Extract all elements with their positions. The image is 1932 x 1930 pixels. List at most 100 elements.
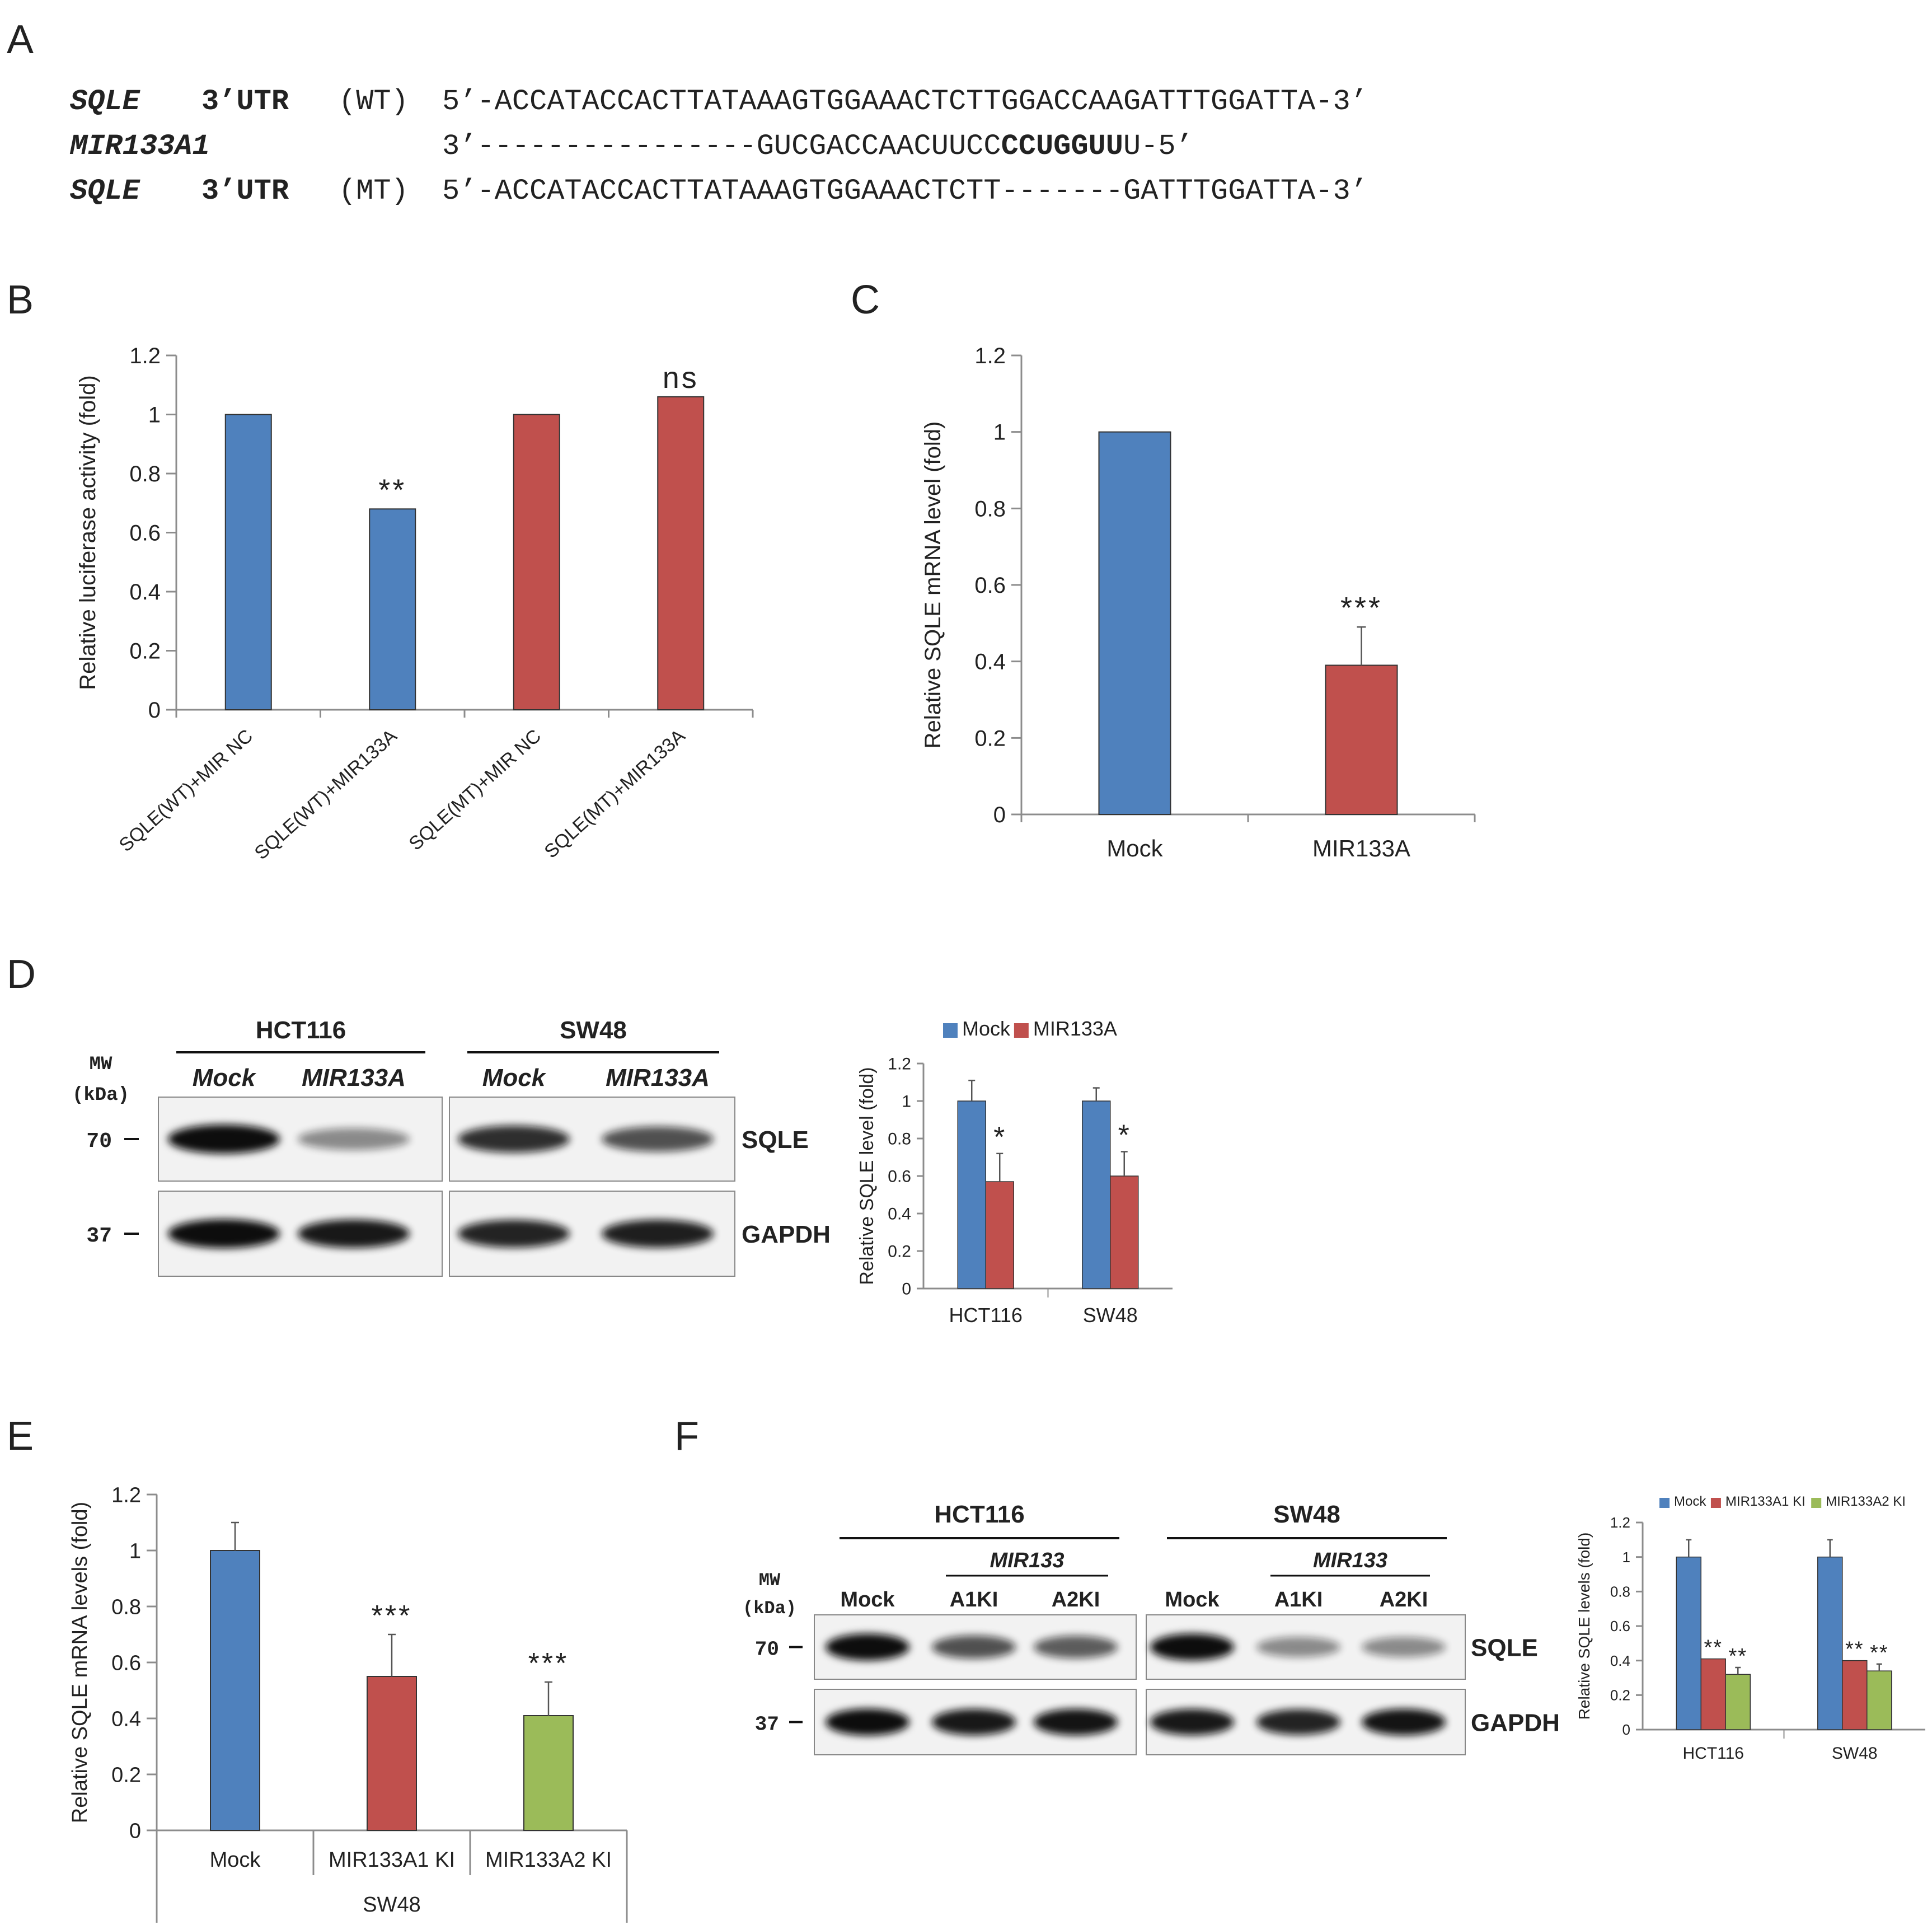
x-category-label: Mock [1106,835,1163,861]
y-tick-label: 0.2 [974,726,1006,751]
y-tick-label: 1.2 [129,344,161,368]
x-category-label: HCT116 [1683,1744,1744,1763]
y-tick-label: 0 [993,803,1006,827]
x-category-label: SQLE(WT)+MIR133A [251,725,401,864]
blot-group-label: HCT116 [934,1501,1024,1528]
x-category-label: MIR133A2 KI [485,1848,612,1872]
bar [657,396,705,710]
legend-label: Mock [1674,1494,1706,1509]
significance-label: ** [1728,1645,1747,1668]
bar [1725,1674,1751,1730]
x-category-label: SW48 [1083,1304,1138,1327]
y-tick-label: 0.8 [974,496,1006,521]
y-tick-label: 1.2 [1610,1514,1630,1531]
y-axis-label: Relative SQLE mRNA level (fold) [921,421,945,749]
blot-lane-label: MIR133A [606,1064,710,1092]
seq-tag: (WT) [339,85,409,118]
blot-band [1034,1636,1118,1659]
bar [1817,1556,1843,1730]
seq-name: MIR133A1 [69,130,210,163]
y-tick-label: 0.8 [111,1595,141,1619]
y-tick-label: 0.2 [111,1763,141,1787]
blot-lane-label: A1KI [1274,1588,1323,1612]
mw-marker: 70 [755,1638,779,1661]
significance-label: ** [378,473,406,507]
bar [1700,1658,1726,1730]
y-tick-label: 1.2 [888,1055,911,1074]
group-label: SW48 [363,1893,420,1917]
mw-header: (kDa) [743,1598,796,1619]
legend-swatch [1014,1023,1029,1038]
y-tick-label: 0.8 [888,1130,911,1149]
blot-band [602,1219,714,1248]
y-tick-label: 0 [902,1280,911,1299]
blot-band [1034,1708,1118,1736]
legend-label: Mock [962,1017,1011,1040]
western-blot-d: MW (kDa) HCT116 SW48 Mock MIR133A Mock MIR133A 7… [72,1016,831,1277]
sequence-part: 5’-ACCATACCACTTATAAAGTGGAAACTCTT-------G… [442,175,1368,208]
bar [985,1181,1014,1289]
x-category-label: Mock [210,1848,261,1872]
x-category-label: MIR133A1 KI [329,1848,455,1872]
significance-label: *** [1340,591,1382,625]
legend-swatch [1659,1498,1670,1508]
seq-region: 3’UTR [201,175,289,208]
y-tick-label: 0.4 [888,1205,911,1224]
significance-label: * [993,1121,1006,1154]
y-tick-label: 1.2 [111,1483,141,1507]
y-tick-label: 0 [1622,1721,1630,1738]
seq-tag: (MT) [339,175,409,208]
blot-band [1150,1709,1234,1735]
x-category-label: MIR133A [1312,835,1410,861]
bar [367,1676,417,1831]
bar [1676,1556,1701,1730]
blot-band [602,1126,714,1152]
panel-letter-a: A [7,17,34,62]
y-tick-label: 0.6 [129,521,161,546]
blot-group-label: HCT116 [256,1016,346,1044]
x-category-label: SQLE(MT)+MIR133A [540,725,689,862]
y-tick-label: 0 [129,1819,141,1843]
significance-label: *** [372,1600,412,1632]
panel-letter-c: C [851,278,880,322]
bar [523,1715,574,1831]
blot-band [1150,1633,1234,1661]
mw-header: (kDa) [72,1085,129,1106]
blot-band [298,1128,410,1150]
blot-lane-label: A2KI [1052,1588,1100,1612]
blot-lane-label: Mock [482,1064,547,1092]
panel-letter-e: E [7,1414,34,1459]
blot-band [168,1125,280,1154]
significance-label: * [1118,1119,1131,1151]
blot-row-label: SQLE [742,1126,809,1154]
blot-lane-label: A1KI [950,1588,998,1612]
y-tick-label: 0.4 [1610,1652,1630,1669]
blot-row-label: SQLE [1471,1634,1538,1662]
western-blot-f: MW (kDa) HCT116 SW48 MIR133 MIR133 Mock A1KI A2K… [743,1501,1560,1755]
blot-group-label: SW48 [1273,1501,1340,1528]
blot-row-label: GAPDH [1471,1709,1560,1737]
y-tick-label: 1.2 [974,344,1006,368]
y-axis-label: Relative SQLE mRNA levels (fold) [68,1502,92,1823]
sequence: 5’-ACCATACCACTTATAAAGTGGAAACTCTT-------G… [442,175,1368,208]
y-tick-label: 1 [148,403,161,428]
y-tick-label: 0.6 [974,573,1006,598]
bar [1110,1175,1139,1289]
y-tick-label: 0.2 [888,1243,911,1261]
chart-f-protein-ki: 0 0.2 0.4 0.6 0.8 1 1.2 Relative SQLE levels (f… [1575,1494,1925,1763]
legend-swatch [1811,1498,1822,1508]
blot-band [932,1635,1016,1659]
y-tick-label: 0.4 [111,1707,141,1731]
bar [1867,1670,1892,1730]
panel-letter-b: B [7,278,34,322]
significance-label: ns [663,361,699,395]
panel-letter-f: F [674,1414,699,1459]
bar [1098,431,1171,815]
sequence: 5’-ACCATACCACTTATAAAGTGGAAACTCTTGGACCAAG… [442,85,1368,118]
significance-label: ** [1704,1636,1723,1660]
y-tick-label: 0.8 [129,462,161,486]
significance-label: ** [1870,1641,1889,1665]
y-tick-label: 0.8 [1610,1583,1630,1600]
blot-band [168,1219,280,1248]
